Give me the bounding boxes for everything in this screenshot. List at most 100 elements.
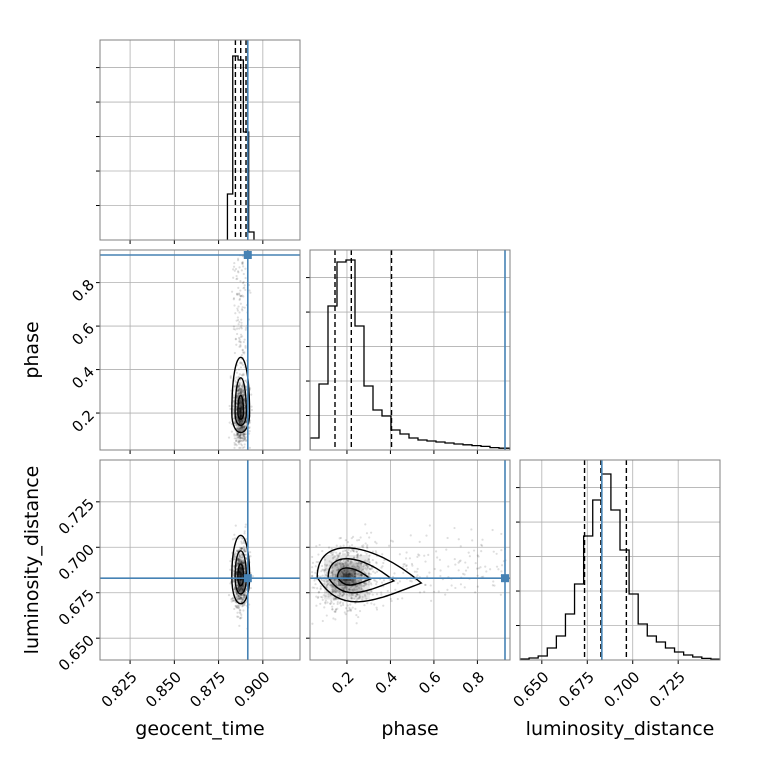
sample-point (238, 388, 241, 391)
sample-point (243, 286, 246, 289)
sample-point (349, 573, 352, 576)
sample-point (238, 569, 242, 572)
sample-point (249, 291, 252, 294)
sample-point (240, 591, 243, 594)
sample-point (238, 595, 241, 599)
sample-point (363, 604, 366, 607)
sample-point (492, 550, 495, 553)
sample-point (468, 555, 471, 558)
sample-point (235, 406, 238, 409)
sample-point (239, 571, 242, 575)
sample-point (361, 584, 364, 587)
sample-point (240, 407, 243, 410)
sample-point (360, 573, 363, 576)
sample-point (240, 571, 243, 575)
sample-point (240, 388, 243, 391)
sample-point (356, 585, 359, 588)
sample-point (356, 556, 359, 559)
sample-point (356, 565, 359, 568)
sample-point (355, 593, 359, 596)
sample-point (239, 406, 242, 410)
sample-point (232, 400, 235, 403)
sample-point (347, 572, 351, 576)
sample-point (313, 579, 316, 582)
sample-point (343, 585, 347, 588)
sample-point (356, 593, 359, 596)
sample-point (348, 572, 351, 576)
sample-point (239, 590, 242, 593)
sample-point (364, 523, 367, 526)
sample-point (245, 537, 248, 541)
sample-point (232, 596, 235, 600)
sample-point (433, 567, 436, 571)
sample-point (237, 537, 240, 540)
sample-point (241, 419, 244, 423)
sample-point (241, 598, 244, 601)
sample-point (229, 560, 232, 563)
sample-point (239, 404, 242, 407)
sample-point (356, 565, 359, 568)
sample-point (361, 569, 364, 572)
sample-point (237, 385, 240, 388)
sample-point (325, 584, 329, 587)
sample-point (368, 554, 371, 557)
sample-point (235, 591, 238, 595)
sample-point (233, 433, 236, 436)
sample-point (239, 575, 242, 578)
sample-point (350, 537, 353, 540)
sample-point (242, 391, 245, 395)
sample-point (323, 570, 326, 573)
sample-point (232, 413, 235, 416)
density-block (236, 384, 246, 442)
sample-point (243, 437, 247, 441)
sample-point (237, 585, 241, 588)
sample-point (343, 593, 346, 596)
sample-point (239, 414, 242, 418)
sample-point (491, 528, 494, 532)
hist-panel-luminosity_distance (516, 459, 721, 664)
sample-point (239, 341, 242, 344)
sample-point (242, 435, 245, 438)
sample-point (346, 551, 349, 554)
sample-point (349, 569, 352, 572)
sample-point (389, 597, 392, 601)
sample-point (353, 572, 357, 576)
sample-point (477, 567, 480, 570)
sample-point (244, 523, 247, 526)
sample-point (228, 404, 231, 408)
sample-point (235, 332, 239, 336)
sample-point (324, 567, 328, 570)
sample-point (334, 590, 337, 594)
sample-point (336, 566, 339, 569)
sample-point (240, 587, 243, 590)
sample-point (239, 561, 242, 564)
sample-point (329, 602, 332, 605)
sample-point (238, 589, 242, 593)
sample-point (239, 335, 242, 339)
sample-point (337, 568, 340, 571)
sample-point (336, 569, 339, 572)
sample-point (240, 402, 243, 405)
sample-point (355, 584, 358, 588)
sample-point (237, 604, 240, 607)
sample-point (403, 563, 406, 566)
sample-point (342, 559, 345, 562)
sample-point (353, 556, 356, 559)
sample-point (344, 607, 348, 610)
sample-point (238, 556, 241, 559)
sample-point (243, 530, 246, 533)
sample-point (239, 434, 242, 438)
sample-point (239, 436, 242, 440)
sample-point (235, 274, 238, 278)
sample-point (238, 427, 241, 430)
sample-point (238, 571, 241, 574)
sample-point (491, 584, 494, 587)
sample-point (235, 277, 238, 281)
sample-point (370, 566, 374, 569)
sample-point (238, 373, 241, 376)
sample-point (240, 547, 243, 550)
sample-point (317, 591, 320, 594)
sample-point (327, 579, 330, 582)
sample-point (241, 434, 245, 437)
sample-point (238, 311, 241, 314)
